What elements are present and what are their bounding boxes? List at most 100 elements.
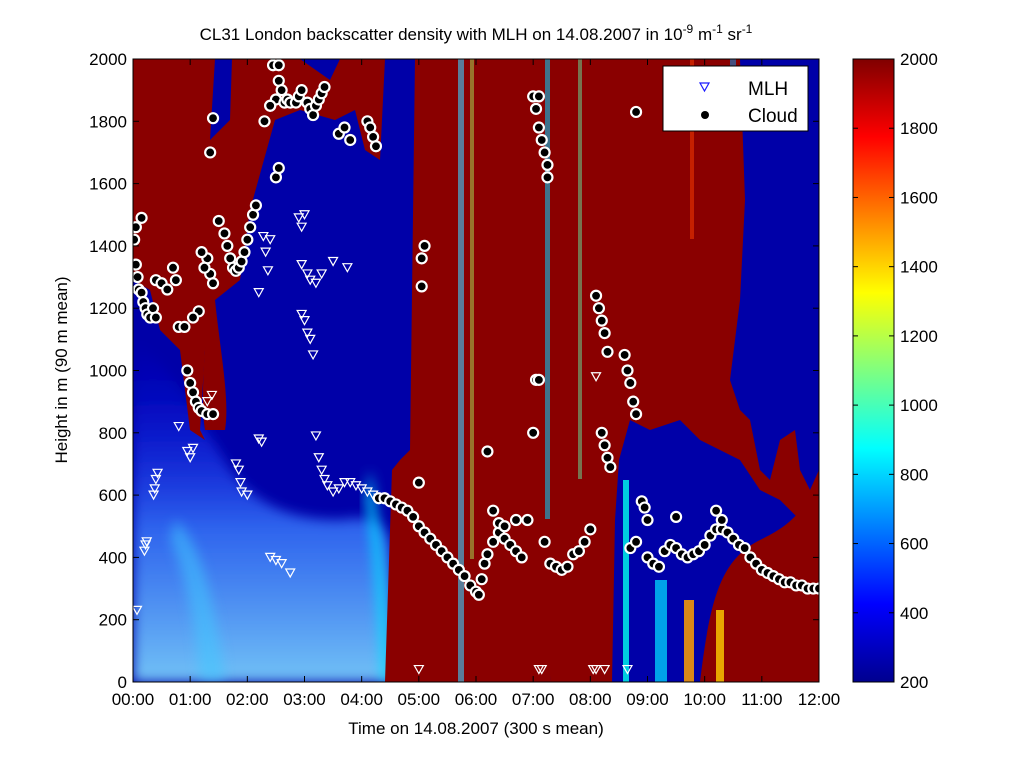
x-tick-label: 07:00 — [512, 690, 555, 709]
y-tick-label: 1200 — [89, 299, 127, 318]
cloud-point — [629, 408, 643, 421]
legend-mlh-label: MLH — [748, 79, 788, 100]
y-tick-label: 2000 — [89, 50, 127, 69]
cloud-point — [135, 211, 148, 224]
cloud-point — [738, 541, 751, 555]
cloud-point — [249, 199, 263, 212]
cloud-point — [133, 270, 144, 284]
mlh-point — [206, 390, 218, 401]
cloud-point — [412, 476, 425, 489]
cloud-point — [652, 560, 666, 573]
cloud-point — [418, 239, 431, 252]
cloud-point — [206, 408, 220, 421]
cloud-point — [487, 535, 500, 548]
x-tick-label: 06:00 — [455, 690, 498, 709]
y-tick-label: 800 — [99, 424, 127, 443]
mlh-point — [241, 490, 253, 501]
cloud-point — [186, 311, 200, 324]
cloud-point — [618, 348, 631, 362]
y-tick-label: 0 — [118, 673, 127, 692]
cloud-point — [535, 133, 548, 147]
cloud-point — [598, 327, 611, 340]
mlh-point — [333, 484, 345, 495]
x-tick-label: 11:00 — [741, 690, 782, 709]
cloud-point — [604, 460, 617, 474]
cloud-point — [598, 439, 611, 452]
x-tick-label: 04:00 — [340, 690, 383, 709]
cloud-point — [629, 105, 643, 119]
mlh-point — [307, 350, 319, 361]
mlh-point — [133, 605, 143, 616]
cloud-point — [212, 214, 225, 228]
mlh-point — [234, 478, 246, 488]
mlh-point — [296, 309, 308, 320]
x-tick-label: 08:00 — [569, 690, 612, 709]
mlh-point — [149, 484, 161, 495]
x-axis: 00:00 01:00 02:00 03:00 04:00 05:00 06:00 07:00… — [112, 59, 840, 709]
cloud-point — [541, 158, 554, 172]
cloud-point — [709, 504, 723, 517]
cloud-point — [812, 582, 819, 595]
colorbar-tick-label: 600 — [900, 535, 928, 554]
colorbar-tick-label: 1600 — [900, 188, 938, 207]
cloud-markers — [133, 59, 819, 601]
cloud-point — [218, 227, 231, 240]
cloud-point — [407, 510, 420, 524]
cloud-point — [221, 239, 234, 252]
cloud-point — [532, 90, 545, 103]
cloud-point — [698, 538, 711, 552]
mlh-point — [318, 474, 331, 485]
x-tick-label: 01:00 — [169, 690, 212, 709]
mlh-point — [313, 453, 325, 463]
colorbar: 200 400 600 800 1000 1200 1400 1600 1800 2000 — [852, 50, 938, 692]
cloud-point — [527, 426, 540, 439]
mlh-point — [256, 437, 268, 448]
colorbar-tick-label: 1200 — [900, 327, 938, 346]
mlh-point — [262, 266, 274, 277]
y-tick-label: 1600 — [89, 175, 127, 194]
cloud-point — [133, 258, 142, 271]
cloud-point — [133, 221, 142, 234]
cloud-point — [669, 510, 683, 524]
cloud-point — [275, 84, 288, 97]
mlh-point — [187, 443, 199, 454]
mlh-point — [152, 468, 164, 479]
mlh-point — [276, 559, 288, 569]
cloud-point — [627, 395, 640, 408]
legend-cloud-label: Cloud — [748, 106, 798, 127]
mlh-point — [298, 210, 311, 220]
cloud-point — [178, 320, 191, 333]
colorbar-tick-label: 2000 — [900, 50, 938, 69]
mlh-point — [621, 664, 634, 675]
x-tick-label: 10:00 — [683, 690, 726, 709]
legend-mlh-marker — [698, 82, 711, 93]
y-tick-label: 1800 — [89, 112, 127, 131]
cloud-point — [198, 261, 211, 274]
mlh-point — [230, 459, 242, 470]
heatmap-field — [133, 59, 819, 682]
cloud-point — [295, 84, 308, 97]
mlh-point — [338, 478, 351, 488]
cloud-point — [472, 588, 485, 601]
cloud-point — [584, 523, 597, 536]
cloud-point — [181, 364, 194, 377]
cloud-point — [629, 535, 643, 548]
cloud-point — [272, 59, 285, 72]
colorbar-tick-label: 200 — [900, 673, 928, 692]
legend: MLH Cloud — [662, 65, 809, 132]
cloud-point — [344, 133, 357, 147]
cloud-point — [532, 121, 545, 134]
y-tick-label: 600 — [99, 486, 127, 505]
cloud-point — [238, 246, 251, 259]
mlh-point — [296, 222, 308, 233]
mlh-point — [310, 278, 322, 289]
cloud-point — [475, 573, 488, 586]
cloud-point — [415, 280, 428, 293]
x-tick-label: 05:00 — [398, 690, 441, 709]
y-tick-label: 1400 — [89, 237, 127, 256]
cloud-point — [601, 345, 614, 358]
cloud-point — [515, 551, 528, 564]
cloud-point — [521, 513, 534, 527]
cloud-point — [498, 520, 511, 533]
x-tick-label: 03:00 — [283, 690, 326, 709]
